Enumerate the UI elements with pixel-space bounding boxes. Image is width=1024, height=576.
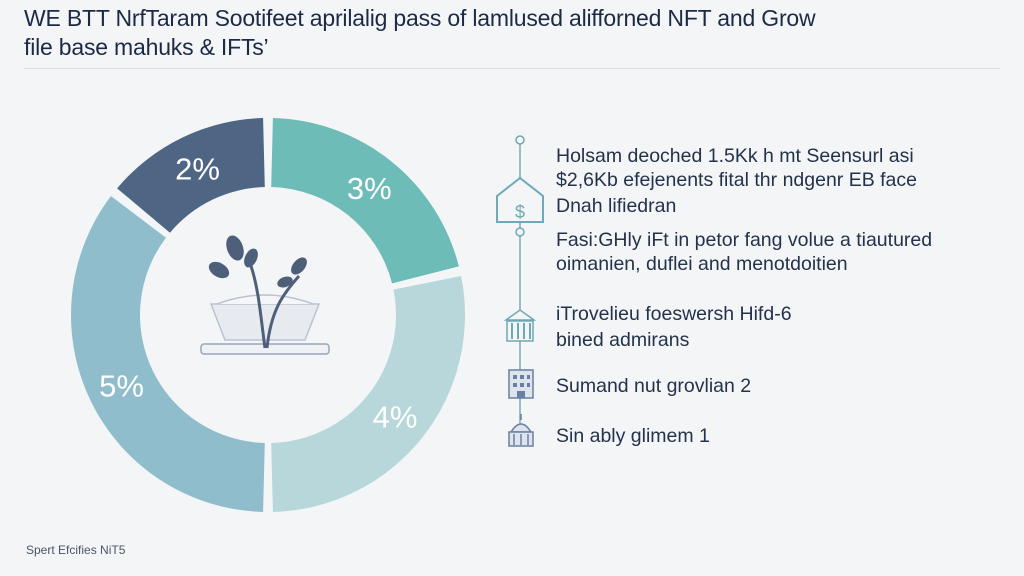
title-line-2: file base mahuks & IFTs’ xyxy=(24,34,269,60)
office-building-icon xyxy=(508,369,534,399)
government-building-icon xyxy=(503,309,537,342)
donut-label-2: 4% xyxy=(373,399,418,434)
info-line-9: Sin ably glimem 1 xyxy=(556,425,710,447)
donut-segment-4 xyxy=(117,118,265,233)
plant-bowl-icon xyxy=(200,235,330,355)
capitol-dome-icon xyxy=(508,414,534,447)
bank-dollar-icon: $ xyxy=(496,135,544,237)
footer-note: Spert Efcifies NiT5 xyxy=(26,543,126,557)
donut-label-4: 2% xyxy=(175,152,220,187)
info-line-7: bined admirans xyxy=(556,329,690,351)
donut-segment-2 xyxy=(271,275,465,512)
info-line-3: Dnah lifiedran xyxy=(556,195,677,217)
page-title: WE BTT NrfTaram Sootifeet aprilalig pass… xyxy=(24,4,1004,62)
donut-label-3: 5% xyxy=(99,369,144,404)
svg-text:$: $ xyxy=(515,202,525,222)
info-line-2: $2,6Kb efejenents fital thr ndgenr EB fa… xyxy=(556,169,917,191)
info-line-5: oimanien, duflei and menotdoitien xyxy=(556,253,848,275)
title-divider xyxy=(24,68,1000,69)
donut-segment-1 xyxy=(271,118,459,284)
title-line-1: WE BTT NrfTaram Sootifeet aprilalig pass… xyxy=(24,5,816,31)
info-line-8: Sumand nut grovlian 2 xyxy=(556,375,752,397)
info-line-6: iTrovelieu foeswersh Hifd-6 xyxy=(556,303,792,325)
donut-segments xyxy=(71,118,465,512)
donut-label-1: 3% xyxy=(347,171,392,206)
donut-segment-3 xyxy=(71,196,265,512)
info-line-1: Holsam deoched 1.5Kk h mt Seensurl asi xyxy=(556,145,914,167)
donut-labels: 3% 4% 5% 2% xyxy=(99,152,417,435)
info-line-4: Fasi:GHly iFt in petor fang volue a tiau… xyxy=(556,229,933,251)
